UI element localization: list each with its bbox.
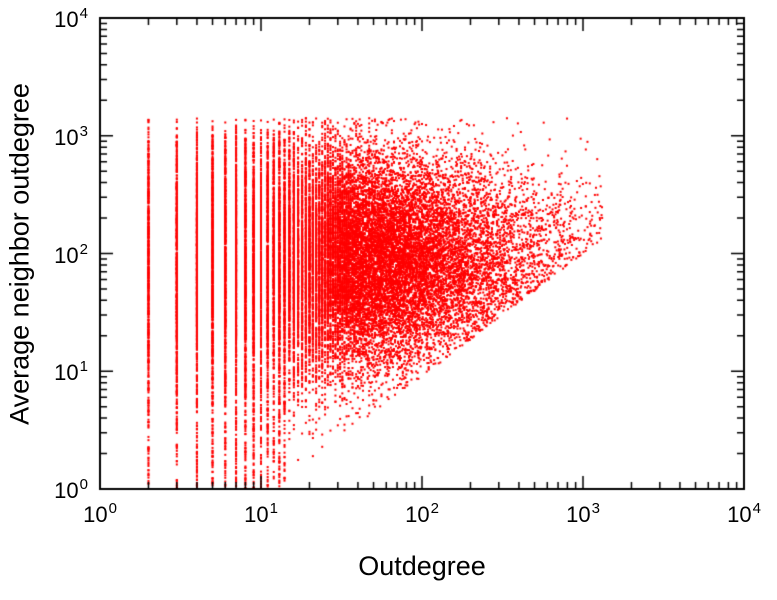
x-axis-title: Outdegree <box>358 551 486 581</box>
y-tick-label-10e0: 100 <box>54 476 88 503</box>
x-tick-label-10e4: 104 <box>727 500 761 527</box>
x-tick-label-10e1: 101 <box>244 500 278 527</box>
y-tick-label-10e2: 102 <box>54 240 88 268</box>
y-tick-label-10e4: 104 <box>54 5 88 32</box>
x-tick-label-10e0: 100 <box>83 500 117 527</box>
y-tick-label-10e3: 103 <box>54 122 88 150</box>
y-axis-title: Average neighbor outdegree <box>4 82 35 425</box>
x-tick-label-10e2: 102 <box>405 500 439 527</box>
y-tick-label-10e1: 101 <box>54 358 88 386</box>
x-tick-label-10e3: 103 <box>566 500 600 527</box>
